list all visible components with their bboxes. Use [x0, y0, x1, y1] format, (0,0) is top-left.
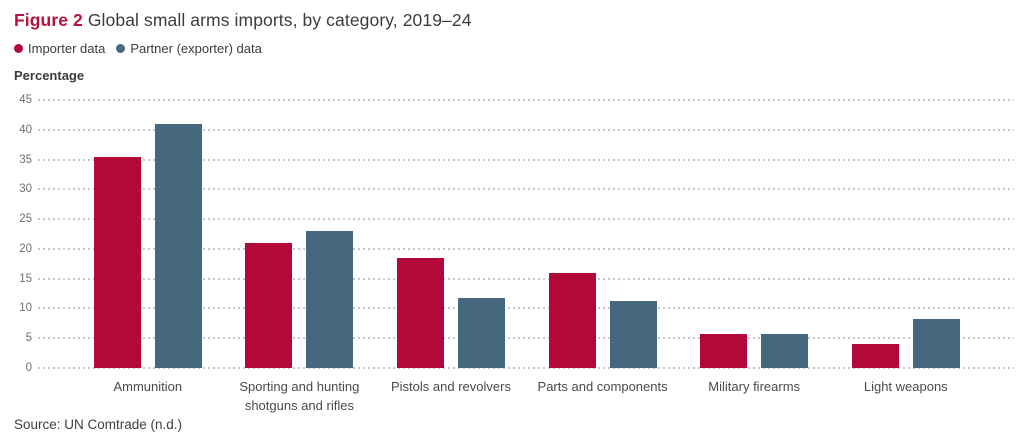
- bar-importer-0: [93, 156, 141, 368]
- gridline-35: [38, 158, 1014, 161]
- y-tick-0: 0: [25, 362, 32, 374]
- y-tick-45: 45: [19, 94, 32, 106]
- x-axis-labels: Ammunition Sporting and hunting shotguns …: [72, 378, 982, 416]
- y-tick-40: 40: [19, 123, 32, 136]
- bar-partner-0: [154, 123, 202, 368]
- bar-group-5: [830, 319, 982, 368]
- source-note: Source: UN Comtrade (n.d.): [14, 417, 183, 432]
- bar-partner-5: [912, 319, 960, 368]
- legend-label: Partner (exporter) data: [130, 41, 262, 56]
- bar-importer-3: [548, 272, 596, 368]
- gridline-20: [38, 247, 1014, 250]
- bar-partner-2: [457, 297, 505, 368]
- bar-importer-4: [700, 333, 748, 368]
- gridline-40: [38, 128, 1014, 131]
- y-tick-35: 35: [19, 153, 32, 166]
- gridline-45: [38, 99, 1014, 101]
- bar-importer-1: [245, 242, 293, 368]
- gridline-0: [38, 367, 1014, 369]
- gridline-5: [38, 337, 1014, 340]
- chart-legend: Importer data Partner (exporter) data: [14, 41, 262, 56]
- bar-partner-3: [609, 301, 657, 368]
- y-tick-20: 20: [19, 242, 32, 255]
- plot-area: [38, 99, 1014, 369]
- bar-group-0: [72, 123, 224, 368]
- y-tick-30: 30: [19, 183, 32, 196]
- figure-title: Figure 2 Global small arms imports, by c…: [14, 10, 472, 31]
- bar-importer-5: [851, 344, 899, 368]
- x-label-1: Sporting and hunting shotguns and rifles: [239, 379, 360, 413]
- bar-group-4: [678, 333, 830, 368]
- gridline-15: [38, 277, 1014, 280]
- figure-title-text: Global small arms imports, by category, …: [87, 10, 472, 30]
- bar-group-1: [224, 231, 376, 368]
- legend-dot-icon: [14, 44, 23, 53]
- gridline-30: [38, 188, 1014, 191]
- y-tick-10: 10: [19, 302, 32, 315]
- bar-partner-4: [761, 334, 809, 368]
- y-axis-ticks: 0 5 10 15 20 25 30 35 40 45: [6, 94, 32, 374]
- gridline-25: [38, 218, 1014, 221]
- legend-item-0: Importer data: [14, 41, 105, 56]
- legend-dot-icon: [116, 44, 126, 53]
- gridline-10: [38, 307, 1014, 310]
- y-tick-5: 5: [25, 332, 32, 345]
- figure-number: Figure 2: [14, 10, 83, 30]
- x-label-0: Ammunition: [113, 379, 183, 394]
- bar-importer-2: [396, 257, 444, 368]
- x-label-3: Parts and components: [537, 379, 668, 394]
- x-label-2: Pistols and revolvers: [391, 379, 511, 394]
- x-label-5: Light weapons: [863, 379, 948, 394]
- legend-item-1: Partner (exporter) data: [116, 41, 262, 56]
- bar-group-2: [375, 257, 527, 368]
- y-axis-unit-label: Percentage: [14, 68, 85, 83]
- y-tick-25: 25: [19, 213, 32, 226]
- bar-partner-1: [306, 231, 354, 368]
- y-tick-15: 15: [19, 272, 32, 285]
- bar-group-3: [527, 272, 679, 368]
- chart-area: 0 5 10 15 20 25 30 35 40 45: [0, 94, 1024, 374]
- x-label-4: Military firearms: [708, 379, 801, 394]
- legend-label: Importer data: [28, 41, 106, 56]
- bars-row: [72, 123, 982, 368]
